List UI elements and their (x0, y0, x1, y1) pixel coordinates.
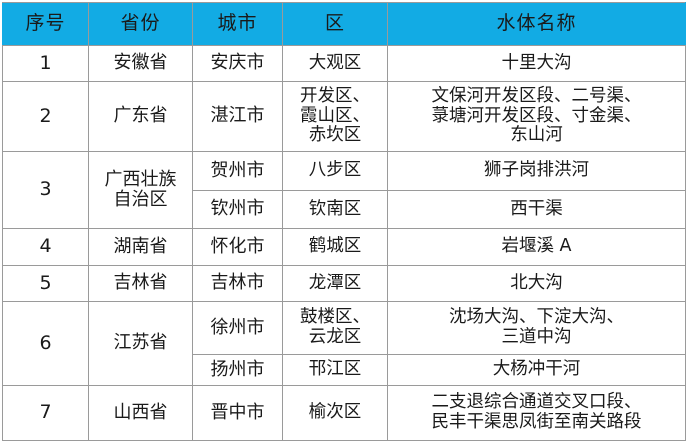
cell-water-name: 二支退综合通道交叉口段、 民丰干渠思凤街至南关路段 (387, 385, 686, 441)
header-row: 序号 省份 城市 区 水体名称 (2, 2, 686, 46)
cell-city: 怀化市 (192, 228, 283, 266)
table-row: 钦州市 钦南区 西干渠 (3, 190, 686, 229)
cell-city: 扬州市 (192, 354, 283, 386)
cell-index: 7 (2, 385, 89, 441)
cell-city: 徐州市 (192, 301, 283, 355)
column-header-water-name: 水体名称 (387, 2, 686, 46)
cell-index: 2 (2, 81, 89, 152)
cell-city: 安庆市 (192, 45, 283, 82)
cell-city: 晋中市 (192, 385, 283, 441)
cell-index: 1 (2, 45, 89, 82)
table-row: 7 山西省 晋中市 榆次区 二支退综合通道交叉口段、 民丰干渠思凤街至南关路段 (2, 385, 686, 441)
table-header: 序号 省份 城市 区 水体名称 (2, 2, 686, 46)
cell-water-name: 大杨冲干河 (387, 354, 686, 386)
cell-index: 3 (2, 151, 89, 229)
cell-water-name: 十里大沟 (387, 45, 686, 82)
column-header-city: 城市 (192, 2, 283, 46)
cell-province: 广东省 (88, 81, 193, 152)
cell-water-name: 狮子岗排洪河 (387, 151, 686, 191)
cell-province: 安徽省 (88, 45, 193, 82)
cell-water-name: 文保河开发区段、二号渠、 菉塘河开发区段、寸金渠、 东山河 (387, 81, 686, 152)
column-header-index: 序号 (2, 2, 89, 46)
table-body: 1 安徽省 安庆市 大观区 十里大沟 2 广东省 湛江市 开发区、 霞山区、 赤坎区… (2, 45, 686, 441)
cell-city: 吉林市 (192, 265, 283, 302)
table-row: 2 广东省 湛江市 开发区、 霞山区、 赤坎区 文保河开发区段、二号渠、 菉塘河开发区… (2, 81, 686, 152)
table-row: 3 广西壮族 自治区 贺州市 八步区 狮子岗排洪河 (2, 151, 686, 229)
cell-water-name: 沈场大沟、下淀大沟、 三道中沟 (387, 301, 686, 355)
cell-district: 八步区 (282, 151, 388, 191)
cell-district: 钦南区 (282, 190, 388, 229)
cell-water-name: 西干渠 (387, 190, 686, 229)
cell-district: 邗江区 (282, 354, 388, 386)
cell-province: 湖南省 (88, 228, 193, 266)
cell-index: 4 (2, 228, 89, 266)
cell-index: 6 (2, 301, 89, 386)
column-header-province: 省份 (88, 2, 193, 46)
table-row: 4 湖南省 怀化市 鹤城区 岩堰溪 A (2, 228, 686, 266)
table-row: 扬州市 邗江区 大杨冲干河 (3, 354, 686, 386)
cell-water-name: 岩堰溪 A (387, 228, 686, 266)
column-header-district: 区 (282, 2, 388, 46)
cell-district: 鹤城区 (282, 228, 388, 266)
cell-water-name: 北大沟 (387, 265, 686, 302)
cell-city: 湛江市 (192, 81, 283, 152)
cell-district: 开发区、 霞山区、 赤坎区 (282, 81, 388, 152)
table-row: 1 安徽省 安庆市 大观区 十里大沟 (2, 45, 686, 82)
cell-district: 榆次区 (282, 385, 388, 441)
cell-index: 5 (2, 265, 89, 302)
cell-province: 广西壮族 自治区 (88, 151, 193, 229)
cell-city: 钦州市 (192, 190, 283, 229)
cell-district: 鼓楼区、 云龙区 (282, 301, 388, 355)
cell-province: 吉林省 (88, 265, 193, 302)
table-row: 5 吉林省 吉林市 龙潭区 北大沟 (2, 265, 686, 302)
table-row: 6 江苏省 徐州市 鼓楼区、 云龙区 沈场大沟、下淀大沟、 三道中沟 (2, 301, 686, 386)
cell-province: 山西省 (88, 385, 193, 441)
cell-district: 龙潭区 (282, 265, 388, 302)
cell-district: 大观区 (282, 45, 388, 82)
cell-city: 贺州市 (192, 151, 283, 191)
cell-province: 江苏省 (88, 301, 193, 386)
